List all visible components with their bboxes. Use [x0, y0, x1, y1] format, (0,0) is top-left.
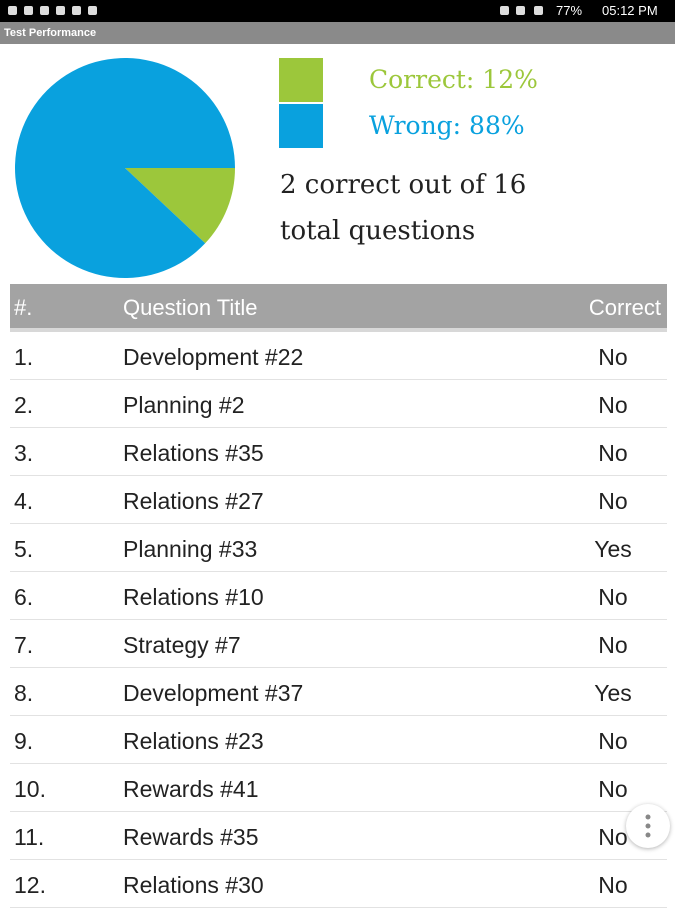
table-cell: No [598, 392, 628, 418]
table-cell: No [598, 440, 628, 466]
summary: 2 correct out of 16 total questions [280, 170, 527, 246]
table-row: 4. Relations #27 No [10, 476, 667, 524]
table-cell: Development #37 [123, 680, 304, 706]
icon [516, 6, 525, 15]
pie-slice [14, 58, 235, 278]
icon [40, 6, 49, 15]
table-row: 12. Relations #30 No [10, 860, 667, 908]
table-cell: No [598, 344, 628, 370]
table-cell: 8. [14, 680, 34, 706]
table-row: 1. Development #22 No [10, 332, 667, 380]
table-row: 7. Strategy #7 No [10, 620, 667, 668]
table-cell: 7. [14, 632, 34, 658]
overflow-menu[interactable] [626, 804, 670, 848]
legend-swatch [279, 58, 323, 102]
table-cell: Strategy #7 [123, 632, 241, 658]
menu-icon [645, 814, 651, 838]
results-table: #. Question Title Correct 1. Development #22… [10, 284, 667, 908]
table-cell: Relations #35 [123, 440, 264, 466]
table-cell: 10. [14, 776, 46, 802]
table-cell: No [598, 776, 628, 802]
icon [534, 6, 543, 15]
table-cell: 12. [14, 872, 46, 898]
table-header: #. Question Title Correct [10, 284, 667, 332]
table-cell: 3. [14, 440, 34, 466]
table-cell: Rewards #35 [123, 824, 259, 850]
icon [56, 6, 65, 15]
table-row: 11. Rewards #35 No [10, 812, 667, 860]
table-cell: Rewards #41 [123, 776, 259, 802]
table-row: 5. Planning #33 Yes [10, 524, 667, 572]
table-cell: Relations #23 [123, 728, 264, 754]
table-row: 6. Relations #10 No [10, 572, 667, 620]
table-cell: Development #22 [123, 344, 304, 370]
table-cell: Planning #33 [123, 536, 258, 562]
table-cell: Relations #27 [123, 488, 264, 514]
table-cell: 6. [14, 584, 34, 610]
table-row: 10. Rewards #41 No [10, 764, 667, 812]
table-cell: 2. [14, 392, 34, 418]
table-cell: No [598, 488, 628, 514]
table-cell: No [598, 584, 628, 610]
icon [8, 6, 17, 15]
app-bar: Test Performance [0, 22, 675, 44]
table-row: 8. Development #37 Yes [10, 668, 667, 716]
table-cell: No [598, 824, 628, 850]
pie-chart [14, 58, 235, 278]
table-cell: Relations #10 [123, 584, 264, 610]
table-row: 9. Relations #23 No [10, 716, 667, 764]
table-cell: 11. [14, 824, 45, 850]
table-cell: Relations #30 [123, 872, 264, 898]
table-row: 3. Relations #35 No [10, 428, 667, 476]
header-cell: #. [14, 295, 33, 320]
table-cell: No [598, 728, 628, 754]
legend-label: Correct: 12% [369, 65, 538, 94]
table-cell: Yes [594, 536, 632, 562]
icon [24, 6, 33, 15]
table-cell: 9. [14, 728, 34, 754]
battery: 77% [556, 3, 583, 18]
table-cell: No [598, 872, 628, 898]
table-cell: Yes [594, 680, 632, 706]
icon [88, 6, 97, 15]
header-cell: Question Title [123, 295, 258, 320]
table-cell: 4. [14, 488, 34, 514]
app-title: Test Performance [4, 27, 97, 39]
icon [72, 6, 81, 15]
table-row: 2. Planning #2 No [10, 380, 667, 428]
table-cell: Planning #2 [123, 392, 245, 418]
legend-swatch [279, 104, 323, 148]
pie-slice [125, 168, 235, 244]
legend-label: Wrong: 88% [369, 111, 525, 140]
table-cell: 5. [14, 536, 34, 562]
table-cell: 1. [14, 344, 34, 370]
icon [500, 6, 509, 15]
status-bar: 77% 05:12 PM [0, 0, 675, 22]
clock: 05:12 PM [602, 3, 658, 18]
header-cell: Correct [588, 295, 661, 320]
table-cell: No [598, 632, 628, 658]
